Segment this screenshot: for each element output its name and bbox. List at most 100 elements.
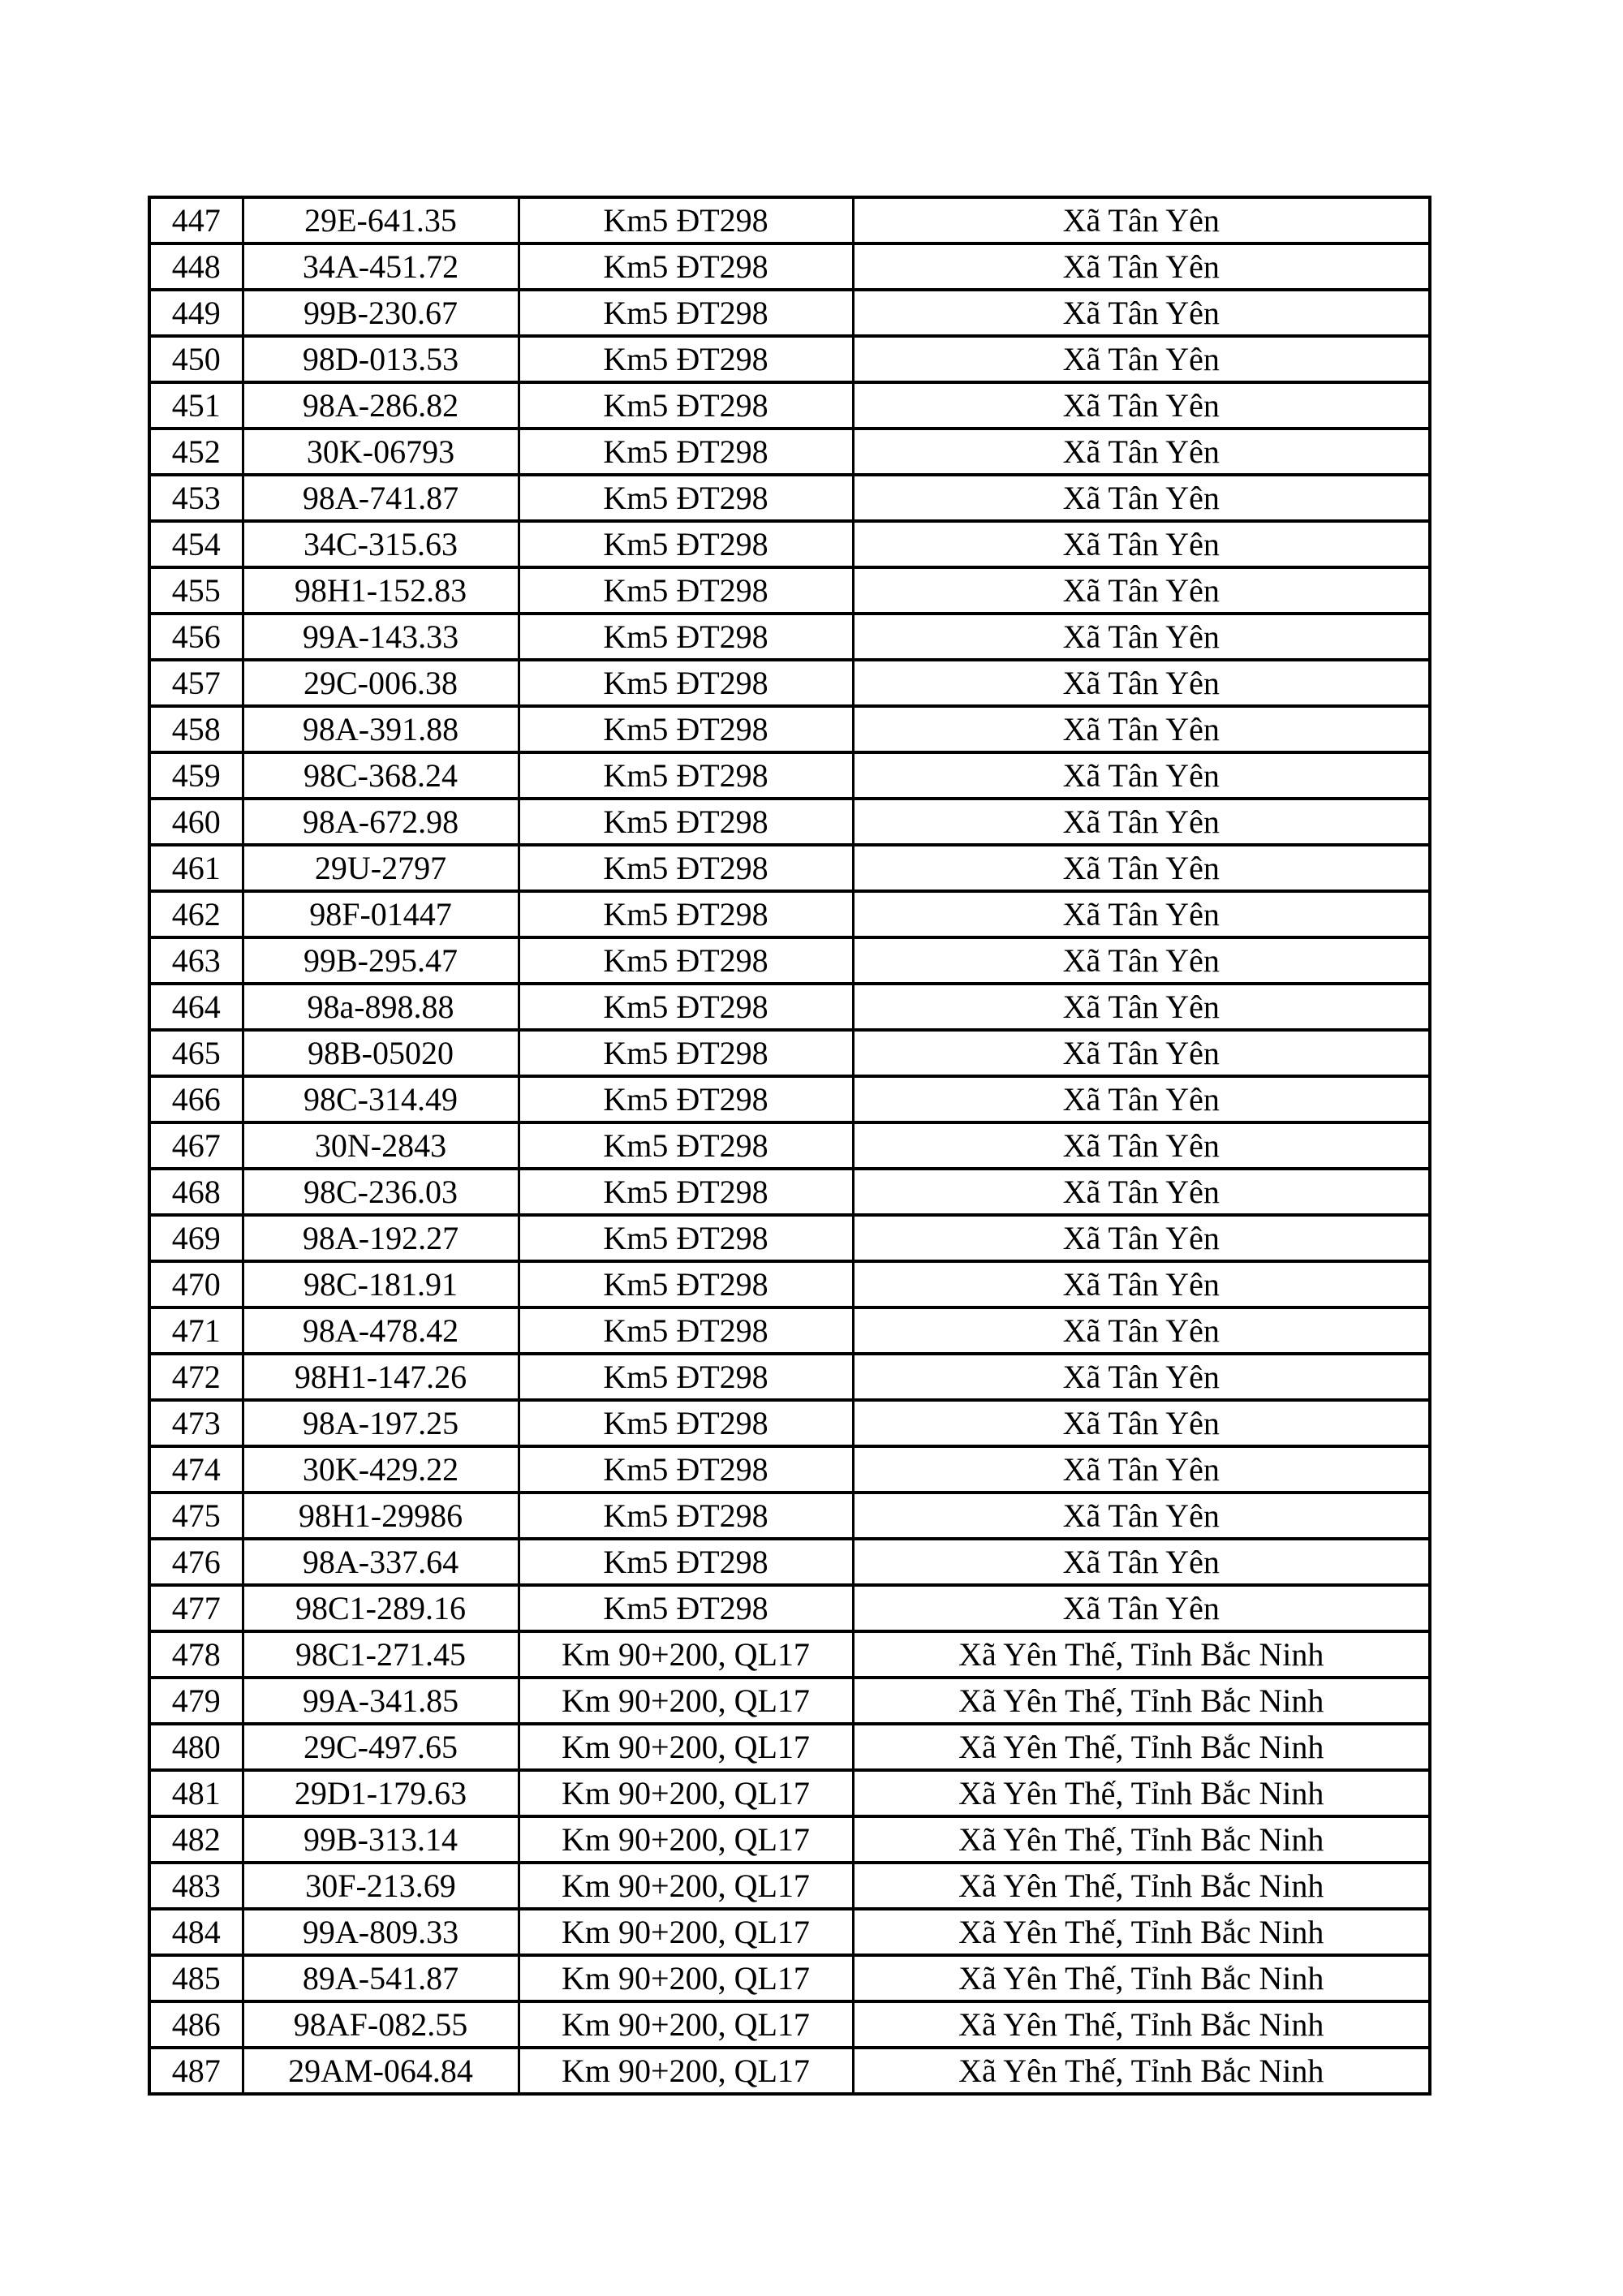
commune-cell: Xã Tân Yên <box>851 612 1431 661</box>
location-cell: Km5 ĐT298 <box>517 1398 855 1448</box>
plate-number-cell: 98A-286.82 <box>241 381 520 430</box>
commune-cell: Xã Tân Yên <box>851 1445 1431 1494</box>
commune-cell: Xã Tân Yên <box>851 1028 1431 1078</box>
location-cell: Km 90+200, QL17 <box>517 1768 855 1818</box>
location-cell: Km5 ĐT298 <box>517 1306 855 1355</box>
plate-number-cell: 34C-315.63 <box>241 519 520 569</box>
row-number-cell: 473 <box>148 1398 244 1448</box>
plate-number-cell: 99A-341.85 <box>241 1676 520 1725</box>
plate-number-cell: 29D1-179.63 <box>241 1768 520 1818</box>
location-cell: Km 90+200, QL17 <box>517 1722 855 1772</box>
plate-number-cell: 29C-006.38 <box>241 658 520 708</box>
table-row: 465 98B-05020 Km5 ĐT298 Xã Tân Yên <box>148 1028 1431 1078</box>
location-cell: Km 90+200, QL17 <box>517 1815 855 1864</box>
commune-cell: Xã Tân Yên <box>851 242 1431 291</box>
table-row: 485 89A-541.87 Km 90+200, QL17 Xã Yên Thế, … <box>148 1954 1431 2003</box>
table-row: 480 29C-497.65 Km 90+200, QL17 Xã Yên Thế, … <box>148 1722 1431 1772</box>
location-cell: Km5 ĐT298 <box>517 982 855 1032</box>
table-row: 464 98a-898.88 Km5 ĐT298 Xã Tân Yên <box>148 982 1431 1032</box>
commune-cell: Xã Yên Thế, Tỉnh Bắc Ninh <box>851 1722 1431 1772</box>
table-row: 449 99B-230.67 Km5 ĐT298 Xã Tân Yên <box>148 288 1431 338</box>
location-cell: Km5 ĐT298 <box>517 1491 855 1540</box>
row-number-cell: 479 <box>148 1676 244 1725</box>
row-number-cell: 461 <box>148 843 244 893</box>
location-cell: Km5 ĐT298 <box>517 566 855 615</box>
row-number-cell: 448 <box>148 242 244 291</box>
commune-cell: Xã Tân Yên <box>851 196 1431 245</box>
table-row: 452 30K-06793 Km5 ĐT298 Xã Tân Yên <box>148 427 1431 476</box>
plate-number-cell: 98H1-147.26 <box>241 1352 520 1402</box>
location-cell: Km5 ĐT298 <box>517 843 855 893</box>
location-cell: Km5 ĐT298 <box>517 196 855 245</box>
row-number-cell: 459 <box>148 751 244 800</box>
location-cell: Km5 ĐT298 <box>517 1352 855 1402</box>
commune-cell: Xã Tân Yên <box>851 427 1431 476</box>
row-number-cell: 487 <box>148 2046 244 2096</box>
row-number-cell: 480 <box>148 1722 244 1772</box>
table-row: 478 98C1-271.45 Km 90+200, QL17 Xã Yên Thế,… <box>148 1630 1431 1679</box>
location-cell: Km5 ĐT298 <box>517 334 855 384</box>
plate-number-cell: 30F-213.69 <box>241 1861 520 1910</box>
location-cell: Km5 ĐT298 <box>517 612 855 661</box>
row-number-cell: 460 <box>148 797 244 846</box>
commune-cell: Xã Tân Yên <box>851 334 1431 384</box>
commune-cell: Xã Tân Yên <box>851 1075 1431 1124</box>
plate-number-cell: 98C-368.24 <box>241 751 520 800</box>
table-body: 447 29E-641.35 Km5 ĐT298 Xã Tân Yên 448 34A-4… <box>148 196 1431 2096</box>
plate-number-cell: 98C1-289.16 <box>241 1583 520 1633</box>
table-row: 483 30F-213.69 Km 90+200, QL17 Xã Yên Thế, … <box>148 1861 1431 1910</box>
plate-number-cell: 99A-809.33 <box>241 1907 520 1957</box>
row-number-cell: 465 <box>148 1028 244 1078</box>
row-number-cell: 481 <box>148 1768 244 1818</box>
table-row: 457 29C-006.38 Km5 ĐT298 Xã Tân Yên <box>148 658 1431 708</box>
row-number-cell: 477 <box>148 1583 244 1633</box>
row-number-cell: 449 <box>148 288 244 338</box>
row-number-cell: 472 <box>148 1352 244 1402</box>
row-number-cell: 464 <box>148 982 244 1032</box>
plate-number-cell: 29E-641.35 <box>241 196 520 245</box>
commune-cell: Xã Tân Yên <box>851 1306 1431 1355</box>
commune-cell: Xã Yên Thế, Tỉnh Bắc Ninh <box>851 1907 1431 1957</box>
table-row: 459 98C-368.24 Km5 ĐT298 Xã Tân Yên <box>148 751 1431 800</box>
plate-number-cell: 98C-236.03 <box>241 1167 520 1217</box>
commune-cell: Xã Tân Yên <box>851 1352 1431 1402</box>
plate-number-cell: 98A-192.27 <box>241 1213 520 1263</box>
location-cell: Km5 ĐT298 <box>517 427 855 476</box>
table-row: 458 98A-391.88 Km5 ĐT298 Xã Tân Yên <box>148 704 1431 754</box>
table-row: 460 98A-672.98 Km5 ĐT298 Xã Tân Yên <box>148 797 1431 846</box>
location-cell: Km5 ĐT298 <box>517 1537 855 1587</box>
row-number-cell: 456 <box>148 612 244 661</box>
row-number-cell: 476 <box>148 1537 244 1587</box>
table-row: 468 98C-236.03 Km5 ĐT298 Xã Tân Yên <box>148 1167 1431 1217</box>
location-cell: Km5 ĐT298 <box>517 1260 855 1309</box>
row-number-cell: 483 <box>148 1861 244 1910</box>
location-cell: Km5 ĐT298 <box>517 288 855 338</box>
location-cell: Km 90+200, QL17 <box>517 1861 855 1910</box>
location-cell: Km 90+200, QL17 <box>517 1954 855 2003</box>
table-row: 486 98AF-082.55 Km 90+200, QL17 Xã Yên Thế,… <box>148 2000 1431 2049</box>
row-number-cell: 474 <box>148 1445 244 1494</box>
plate-number-cell: 29AM-064.84 <box>241 2046 520 2096</box>
row-number-cell: 486 <box>148 2000 244 2049</box>
commune-cell: Xã Tân Yên <box>851 751 1431 800</box>
location-cell: Km5 ĐT298 <box>517 381 855 430</box>
location-cell: Km5 ĐT298 <box>517 658 855 708</box>
table-row: 484 99A-809.33 Km 90+200, QL17 Xã Yên Thế, … <box>148 1907 1431 1957</box>
table-row: 471 98A-478.42 Km5 ĐT298 Xã Tân Yên <box>148 1306 1431 1355</box>
commune-cell: Xã Tân Yên <box>851 473 1431 523</box>
row-number-cell: 469 <box>148 1213 244 1263</box>
commune-cell: Xã Tân Yên <box>851 1167 1431 1217</box>
plate-number-cell: 99A-143.33 <box>241 612 520 661</box>
commune-cell: Xã Tân Yên <box>851 704 1431 754</box>
table-row: 474 30K-429.22 Km5 ĐT298 Xã Tân Yên <box>148 1445 1431 1494</box>
commune-cell: Xã Tân Yên <box>851 1260 1431 1309</box>
location-cell: Km5 ĐT298 <box>517 1121 855 1170</box>
location-cell: Km5 ĐT298 <box>517 797 855 846</box>
commune-cell: Xã Tân Yên <box>851 658 1431 708</box>
plate-number-cell: 98A-741.87 <box>241 473 520 523</box>
commune-cell: Xã Yên Thế, Tỉnh Bắc Ninh <box>851 1676 1431 1725</box>
location-cell: Km5 ĐT298 <box>517 1213 855 1263</box>
plate-number-cell: 98A-478.42 <box>241 1306 520 1355</box>
location-cell: Km5 ĐT298 <box>517 1075 855 1124</box>
